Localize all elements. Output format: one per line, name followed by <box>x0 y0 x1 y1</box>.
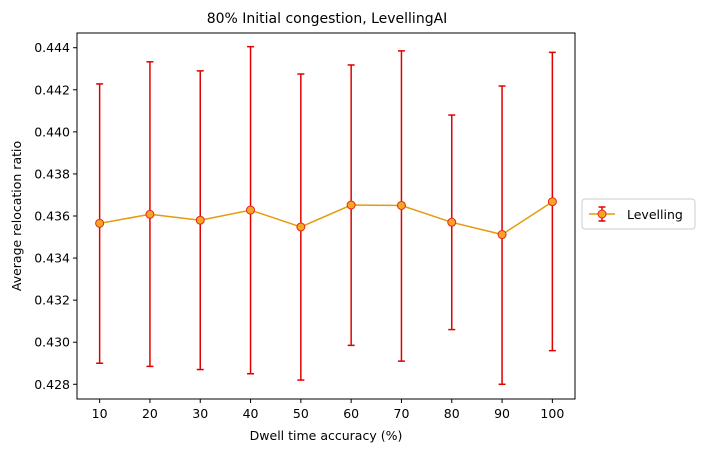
y-tick-label: 0.438 <box>34 166 70 181</box>
y-tick-label: 0.442 <box>34 82 70 97</box>
data-point <box>95 218 105 228</box>
data-point <box>547 197 557 207</box>
x-tick-label: 60 <box>343 406 359 421</box>
y-tick-label: 0.436 <box>34 209 70 224</box>
chart-title: 80% Initial congestion, LevellingAI <box>207 11 448 27</box>
legend-key <box>589 206 615 222</box>
y-axis: 0.428 0.430 0.432 0.434 0.436 0.438 0.440 0.442… <box>34 40 77 392</box>
series-line <box>99 201 553 236</box>
x-tick-label: 50 <box>293 406 309 421</box>
x-tick-label: 40 <box>243 406 259 421</box>
data-point <box>246 205 256 215</box>
x-tick-label: 30 <box>192 406 208 421</box>
data-point <box>145 209 155 219</box>
y-tick-label: 0.434 <box>34 251 70 266</box>
y-tick-label: 0.444 <box>34 40 70 55</box>
x-tick-label: 10 <box>92 406 108 421</box>
data-point <box>497 230 507 240</box>
x-tick-label: 20 <box>142 406 158 421</box>
legend-frame <box>581 198 696 230</box>
data-point <box>447 217 457 227</box>
x-axis-label: Dwell time accuracy (%) <box>250 428 403 443</box>
data-point <box>195 215 205 225</box>
y-tick-label: 0.432 <box>34 293 70 308</box>
data-point <box>346 200 356 210</box>
x-tick-label: 80 <box>444 406 460 421</box>
x-tick-label: 70 <box>394 406 410 421</box>
y-tick-label: 0.428 <box>34 377 70 392</box>
x-tick-label: 90 <box>494 406 510 421</box>
data-point <box>296 222 306 232</box>
plot-area <box>95 45 557 386</box>
x-tick-label: 100 <box>540 406 564 421</box>
x-axis: 10 20 30 40 50 60 70 80 90 100 <box>92 399 564 421</box>
y-tick-label: 0.430 <box>34 335 70 350</box>
legend-label: Levelling <box>627 207 683 222</box>
y-tick-label: 0.440 <box>34 124 70 139</box>
data-point <box>396 200 406 210</box>
legend: Levelling <box>581 198 696 230</box>
legend-marker <box>597 209 607 219</box>
y-axis-label: Average relocation ratio <box>9 141 24 291</box>
